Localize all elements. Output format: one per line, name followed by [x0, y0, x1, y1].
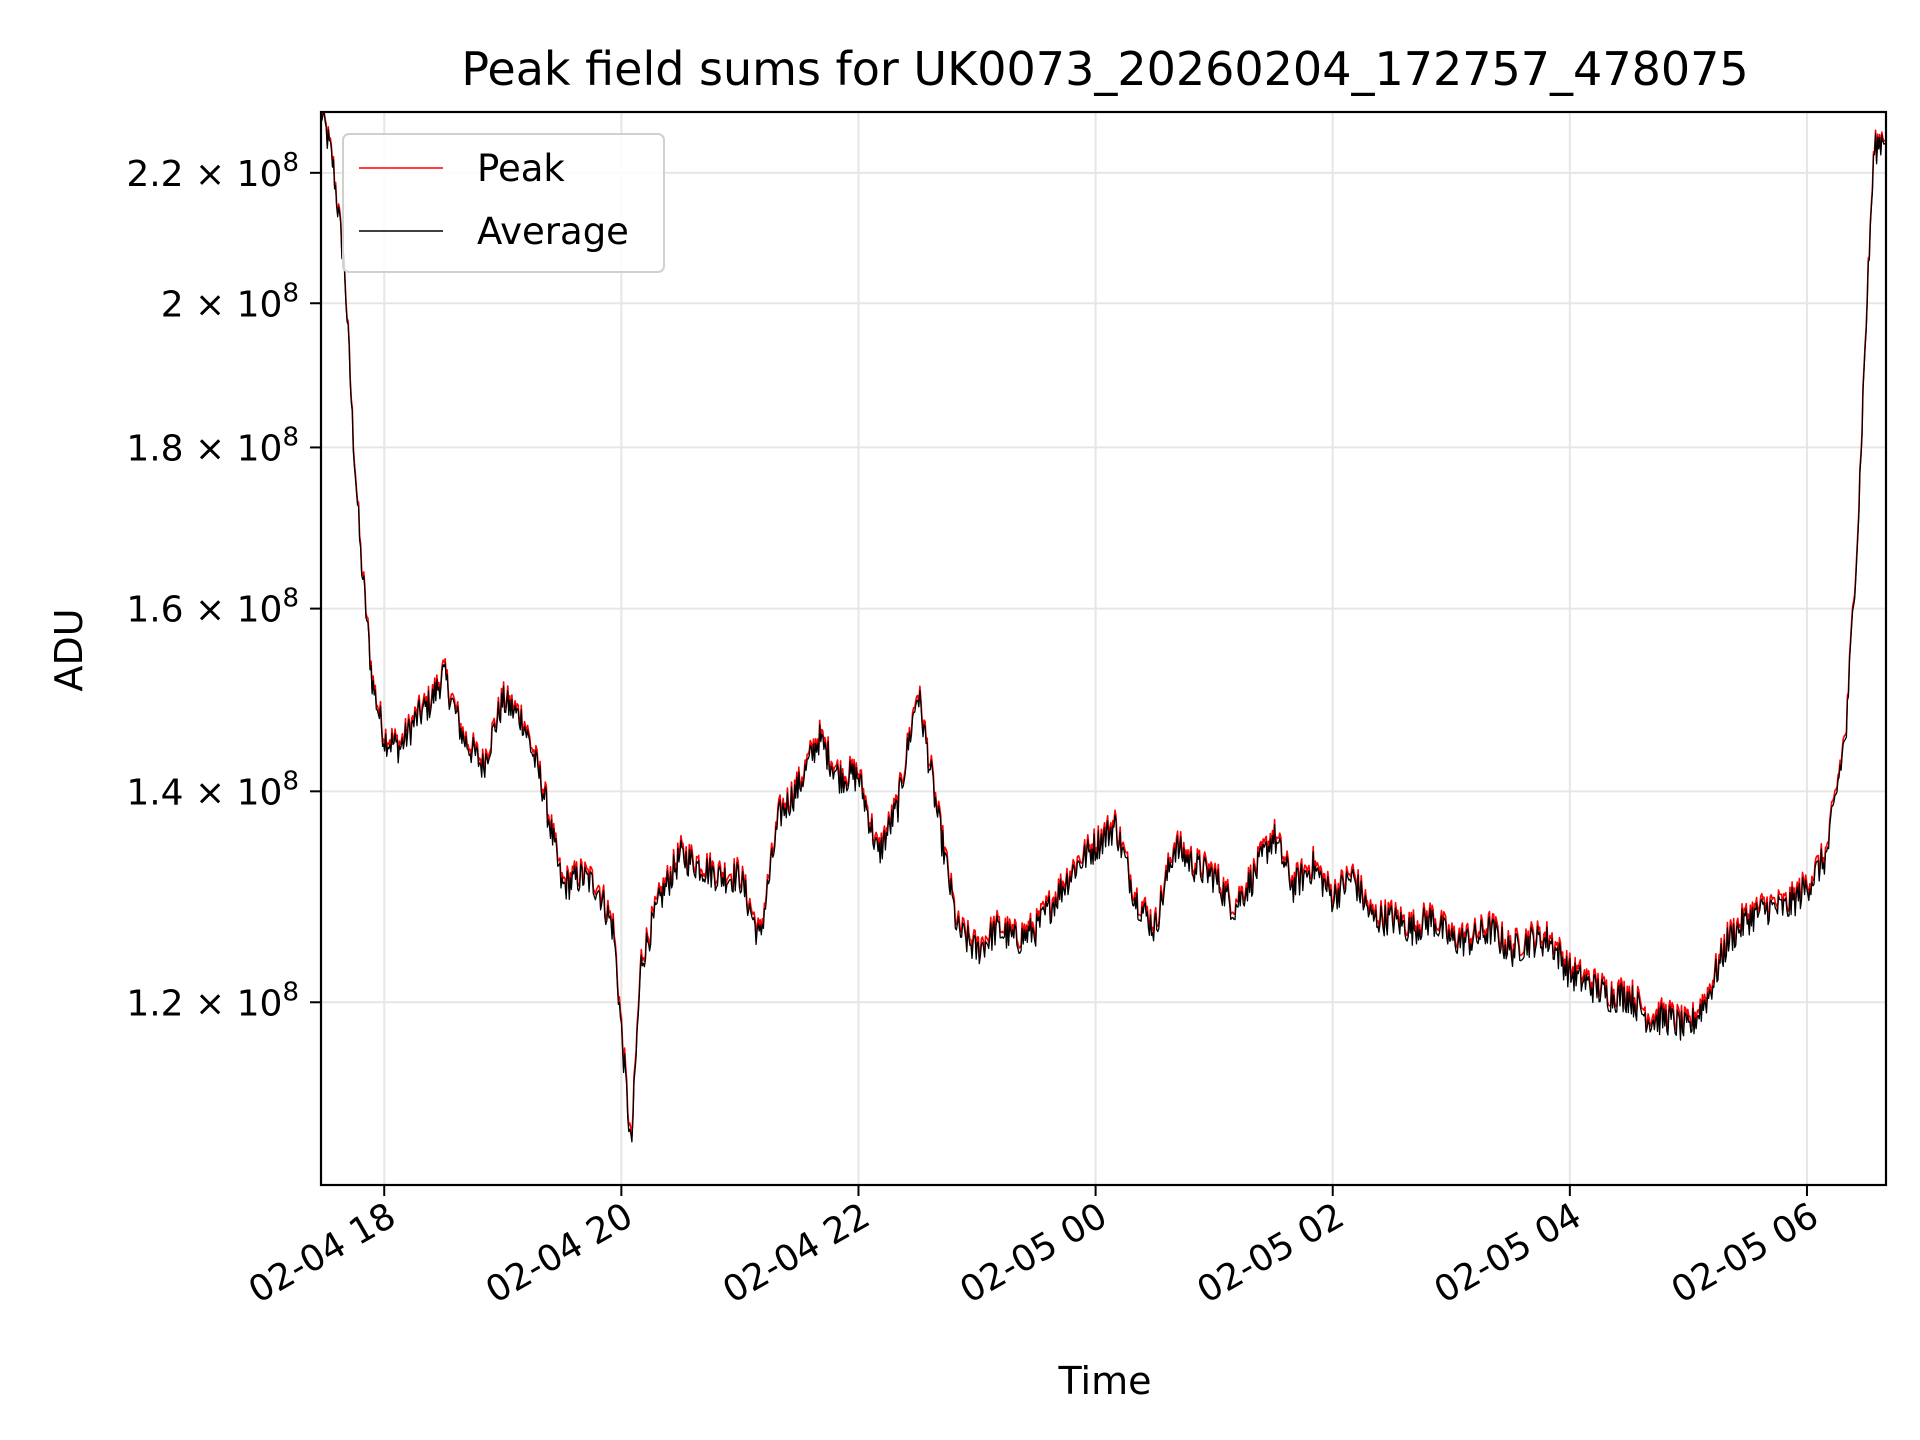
grid-lines: [321, 112, 1886, 1185]
legend-label-peak: Peak: [477, 147, 565, 190]
y-tick-label: 1.4 × 108: [126, 766, 299, 813]
y-axis-ticks: 1.2 × 108 1.4 × 108 1.6 × 108 1.8 × 108 2 × …: [126, 148, 321, 1024]
legend-label-average: Average: [477, 210, 629, 253]
y-tick-label: 1.6 × 108: [126, 584, 299, 631]
y-tick-label: 2 × 108: [161, 278, 299, 325]
x-axis-label: Time: [1058, 1359, 1152, 1403]
series-layer: [320, 111, 1887, 1143]
y-tick-label: 1.8 × 108: [126, 422, 299, 469]
plot-frame: [319, 110, 1888, 1187]
y-tick-label: 2.2 × 108: [126, 148, 299, 195]
y-tick-label: 1.2 × 108: [126, 977, 299, 1024]
series-line-average: [320, 111, 1887, 1143]
legend: Peak Average: [342, 133, 665, 273]
chart-title: Peak field sums for UK0073_20260204_1727…: [461, 42, 1748, 96]
y-axis-label: ADU: [47, 608, 91, 691]
